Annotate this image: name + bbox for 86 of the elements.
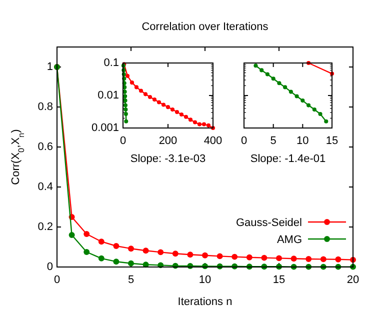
- point: [265, 72, 270, 76]
- y-tick-label: 0: [46, 261, 53, 273]
- point: [84, 249, 90, 255]
- y-tick-label: 1: [46, 61, 53, 73]
- point: [276, 255, 282, 262]
- x-axis-title: Slope: -1.4e-01: [250, 153, 326, 165]
- point: [283, 85, 288, 90]
- y-tick-label: 0.001: [91, 122, 119, 134]
- x-axis-title: Iterations n: [178, 296, 232, 308]
- x-tick-label: 0: [120, 135, 126, 147]
- point: [320, 256, 326, 262]
- y-tick-label: 0.8: [38, 101, 53, 113]
- point: [124, 112, 128, 116]
- point: [68, 232, 75, 238]
- point: [294, 94, 299, 98]
- point: [84, 231, 90, 237]
- point: [335, 256, 342, 262]
- point: [152, 98, 157, 102]
- point: [184, 114, 188, 119]
- x-tick-label: 400: [204, 135, 222, 147]
- point: [161, 102, 166, 107]
- x-tick-label: 5: [270, 135, 276, 147]
- x-tick-label: 20: [346, 274, 360, 286]
- point: [138, 88, 144, 93]
- point: [202, 252, 208, 258]
- point: [156, 100, 162, 104]
- legend-label: AMG: [276, 234, 302, 246]
- point: [166, 105, 170, 110]
- point: [98, 255, 104, 262]
- point: [277, 81, 282, 86]
- point: [271, 76, 276, 81]
- y-tick-label: 0.6: [38, 141, 53, 153]
- point: [197, 122, 202, 126]
- point: [254, 64, 258, 68]
- point: [306, 256, 312, 262]
- point: [206, 123, 211, 128]
- x-tick-label: 10: [296, 135, 309, 147]
- x-axis-title: Slope: -3.1e-03: [130, 153, 206, 165]
- point: [232, 254, 238, 260]
- point: [306, 103, 311, 108]
- point: [290, 256, 297, 262]
- point: [148, 94, 152, 100]
- point: [130, 80, 134, 85]
- point: [143, 92, 148, 96]
- x-tick-label: 10: [198, 274, 212, 286]
- chart-title: Correlation over Iterations: [142, 21, 269, 33]
- point: [170, 108, 175, 112]
- point: [246, 254, 252, 260]
- point: [158, 249, 164, 256]
- point: [98, 238, 104, 245]
- point: [123, 103, 128, 108]
- point: [288, 90, 293, 94]
- point: [318, 112, 322, 116]
- x-tick-label: 200: [158, 135, 178, 147]
- point: [134, 85, 139, 90]
- x-tick-label: 5: [128, 274, 134, 286]
- point: [172, 250, 178, 257]
- point: [188, 118, 193, 122]
- point: [312, 108, 316, 112]
- legend-label: Gauss-Seidel: [236, 217, 302, 229]
- point: [113, 258, 120, 265]
- x-tick-label: 15: [272, 274, 286, 286]
- x-tick-label: 0: [240, 135, 248, 147]
- point: [179, 112, 184, 117]
- point: [261, 254, 268, 261]
- point: [324, 119, 328, 124]
- y-tick-label: 0.4: [38, 181, 53, 193]
- point: [192, 120, 198, 124]
- point: [128, 246, 134, 252]
- point: [142, 248, 149, 254]
- point: [300, 98, 305, 103]
- point: [260, 68, 264, 72]
- point: [125, 74, 130, 78]
- point: [216, 253, 223, 260]
- y-tick-label: 0.1: [104, 57, 119, 69]
- line-series: [122, 62, 216, 130]
- point: [124, 108, 128, 112]
- point: [174, 110, 180, 114]
- point: [124, 119, 128, 124]
- x-tick-label: 15: [326, 135, 338, 147]
- point: [128, 260, 134, 266]
- point: [202, 122, 206, 126]
- point: [187, 252, 194, 258]
- point: [113, 243, 120, 249]
- y-tick-label: 0.01: [98, 90, 119, 102]
- y-tick-label: 0.2: [38, 221, 53, 233]
